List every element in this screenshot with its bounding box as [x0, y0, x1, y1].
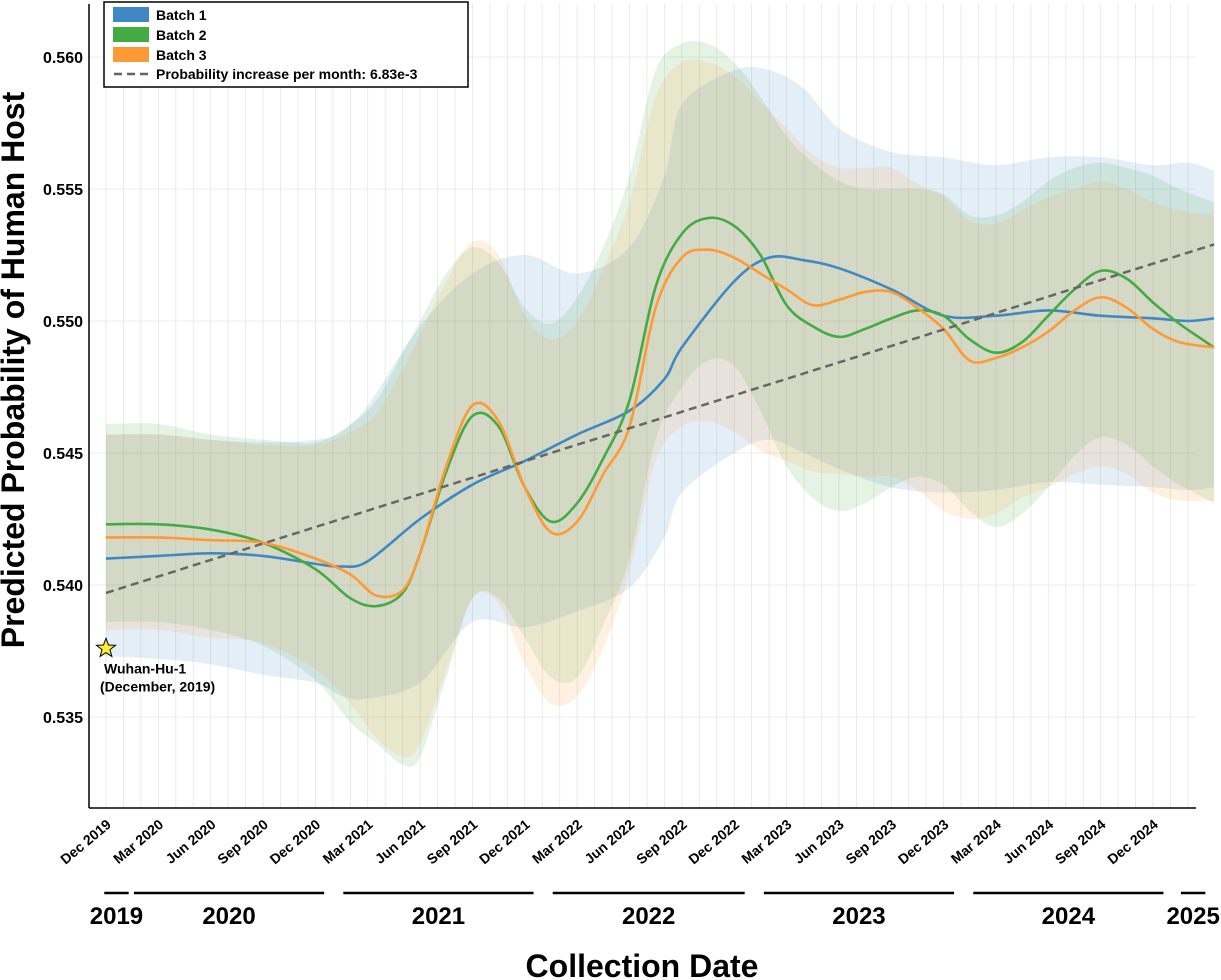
year-label: 2024 [1042, 903, 1096, 930]
x-tick-label: Sep 2022 [633, 816, 690, 867]
x-tick-label: Dec 2024 [1104, 816, 1161, 867]
grid [89, 4, 1196, 808]
x-tick-label: Jun 2022 [581, 816, 637, 867]
x-tick-label: Jun 2024 [1000, 816, 1056, 867]
x-tick-label: Dec 2021 [476, 816, 533, 867]
x-tick-label: Dec 2019 [57, 816, 114, 867]
x-tick-label: Mar 2020 [110, 816, 166, 867]
series-lines [105, 216, 1215, 608]
x-tick-label: Sep 2024 [1052, 816, 1109, 867]
legend-box [103, 1, 469, 88]
year-label: 2025 [1166, 903, 1219, 930]
annotation-label: Wuhan-Hu-1 [104, 660, 186, 676]
x-tick-label: Sep 2021 [424, 816, 481, 867]
y-tick-label: 0.535 [43, 710, 83, 727]
x-tick-label: Mar 2024 [948, 816, 1004, 867]
star-marker [95, 636, 117, 658]
legend: Batch 1 Batch 2 Batch 3 Probability increas… [103, 1, 469, 88]
axis-labels: Predicted Probability of Human Host Colle… [0, 91, 758, 980]
legend-label-trend: Probability increase per month: 6.83e-3 [156, 66, 418, 82]
annotation-sublabel: (December, 2019) [100, 678, 215, 694]
y-tick-label: 0.545 [43, 446, 83, 463]
year-label: 2019 [90, 903, 143, 930]
confidence-bands [106, 40, 1215, 767]
legend-label: Batch 1 [156, 7, 207, 23]
legend-swatch [113, 27, 149, 42]
annotation: Wuhan-Hu-1 (December, 2019) [95, 636, 215, 694]
x-axis-title: Collection Date [526, 948, 759, 980]
year-label: 2023 [832, 903, 885, 930]
x-tick-label: Jun 2020 [162, 816, 218, 867]
x-tick-label: Mar 2022 [529, 816, 585, 867]
y-tick-label: 0.550 [43, 314, 83, 331]
legend-swatch [113, 47, 149, 62]
x-tick-label: Jun 2021 [372, 816, 428, 867]
line-batch-3 [105, 248, 1215, 599]
x-tick-label: Dec 2022 [685, 816, 742, 867]
year-label: 2022 [622, 903, 675, 930]
x-tick-label: Dec 2023 [895, 816, 952, 867]
trend-line-group [105, 243, 1215, 595]
x-tick-label: Jun 2023 [791, 816, 847, 867]
legend-swatch [113, 7, 149, 22]
year-label: 2021 [412, 903, 465, 930]
line-batch-1 [105, 255, 1215, 569]
x-tick-label: Dec 2020 [267, 816, 324, 867]
y-axis-title: Predicted Probability of Human Host [0, 91, 31, 648]
y-tick-label: 0.560 [43, 50, 83, 67]
year-label: 2020 [202, 903, 255, 930]
band-batch-2 [106, 40, 1215, 767]
legend-label: Batch 3 [156, 47, 207, 63]
x-tick-label: Sep 2020 [214, 816, 271, 867]
x-tick-label: Sep 2023 [842, 816, 899, 867]
x-tick-label: Mar 2023 [738, 816, 794, 867]
x-tick-label: Mar 2021 [319, 816, 375, 867]
y-tick-label: 0.540 [43, 578, 83, 595]
line-batch-2 [105, 216, 1215, 608]
legend-label: Batch 2 [156, 27, 207, 43]
band-batch-3 [106, 59, 1215, 757]
y-tick-label: 0.555 [43, 182, 83, 199]
trend-line [105, 243, 1215, 595]
